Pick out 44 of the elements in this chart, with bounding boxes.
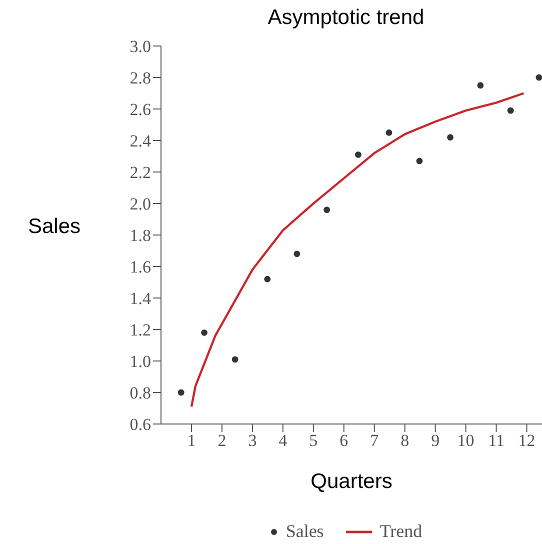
point (264, 276, 271, 282)
x-tick-label: 2 (218, 431, 226, 450)
point (232, 356, 238, 363)
y-tick-label: 2.2 (130, 163, 151, 182)
x-tick-label: 1 (187, 431, 196, 450)
legend-label: Trend (380, 521, 422, 542)
point (294, 250, 300, 258)
point (178, 389, 184, 396)
x-tick-label: 8 (400, 431, 410, 450)
point (386, 129, 392, 136)
y-axis-title: Sales (28, 215, 81, 239)
point (324, 206, 330, 213)
y-tick-label: 1.4 (130, 289, 152, 308)
x-tick-label: 10 (457, 431, 474, 450)
point (447, 134, 454, 141)
y-tick-label: 2.4 (130, 132, 152, 151)
y-tick-label: 2.8 (130, 68, 151, 88)
x-tick-label: 3 (248, 431, 257, 450)
y-tick-label: 1.8 (130, 226, 151, 246)
y-tick-label: 2.0 (130, 194, 151, 214)
x-tick-label: 7 (370, 431, 380, 450)
y-tick-label: 0.8 (130, 384, 151, 403)
chart-title: Asymptotic trend (266, 6, 426, 30)
point (507, 107, 514, 114)
point (536, 74, 542, 81)
x-tick-label: 6 (340, 431, 348, 450)
line-series (190, 92, 525, 408)
point (355, 151, 362, 158)
y-tick-label: 3.0 (130, 37, 151, 56)
y-tick-label: 1.2 (130, 320, 151, 340)
legend-label: Sales (286, 521, 324, 542)
x-tick-label: 4 (278, 431, 288, 450)
y-tick-label: 1.0 (130, 352, 151, 372)
point (201, 329, 208, 336)
x-axis-title: Quarters (310, 470, 394, 494)
y-tick-label: 2.6 (130, 100, 151, 120)
x-tick-label: 9 (431, 431, 440, 450)
x-tick-label: 12 (518, 431, 536, 450)
y-tick-label: 1.6 (130, 258, 151, 277)
x-tick-label: 11 (488, 431, 504, 450)
point (477, 82, 484, 89)
point (416, 158, 423, 164)
y-tick-label: 0.6 (130, 415, 151, 434)
x-tick-label: 5 (309, 431, 318, 450)
